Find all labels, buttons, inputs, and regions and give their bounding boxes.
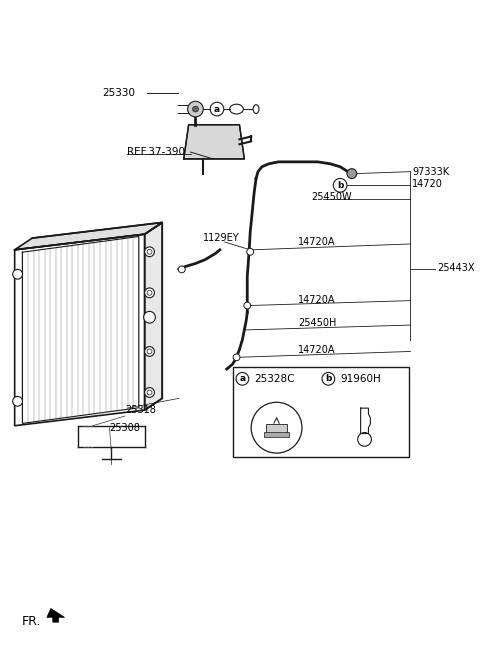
Text: b: b <box>337 181 343 190</box>
Text: 25450W: 25450W <box>311 192 351 202</box>
Text: 1129EY: 1129EY <box>204 233 240 243</box>
Circle shape <box>144 247 155 256</box>
Text: 25443X: 25443X <box>437 263 474 274</box>
Text: 25318: 25318 <box>125 405 156 415</box>
Text: 14720A: 14720A <box>298 344 336 354</box>
Text: REF.37-390: REF.37-390 <box>127 147 185 157</box>
Circle shape <box>179 266 185 273</box>
Polygon shape <box>144 222 162 410</box>
Circle shape <box>144 346 155 356</box>
Circle shape <box>188 101 204 117</box>
Text: 14720: 14720 <box>412 179 444 190</box>
Circle shape <box>192 106 198 112</box>
Text: 25328C: 25328C <box>254 374 295 384</box>
Text: a: a <box>214 104 220 113</box>
Circle shape <box>144 288 155 298</box>
Circle shape <box>244 302 251 309</box>
Text: 25450H: 25450H <box>298 318 336 328</box>
Circle shape <box>233 354 240 361</box>
Polygon shape <box>15 222 162 250</box>
Text: a: a <box>240 375 245 383</box>
Circle shape <box>12 396 23 406</box>
Polygon shape <box>47 609 64 622</box>
Text: 25330: 25330 <box>103 89 136 98</box>
Bar <box>264 432 289 438</box>
Text: 14720A: 14720A <box>298 237 336 247</box>
Text: b: b <box>325 375 332 383</box>
Text: 97333K: 97333K <box>412 167 450 176</box>
Circle shape <box>247 249 253 255</box>
Circle shape <box>144 312 156 323</box>
Text: 25308: 25308 <box>109 422 140 433</box>
Polygon shape <box>184 125 244 159</box>
Bar <box>233 367 408 457</box>
Text: FR.: FR. <box>22 615 41 628</box>
Circle shape <box>12 270 23 279</box>
Circle shape <box>144 388 155 398</box>
Text: 91960H: 91960H <box>340 374 381 384</box>
Bar <box>266 424 288 434</box>
Text: 14720A: 14720A <box>298 295 336 304</box>
Circle shape <box>347 169 357 178</box>
